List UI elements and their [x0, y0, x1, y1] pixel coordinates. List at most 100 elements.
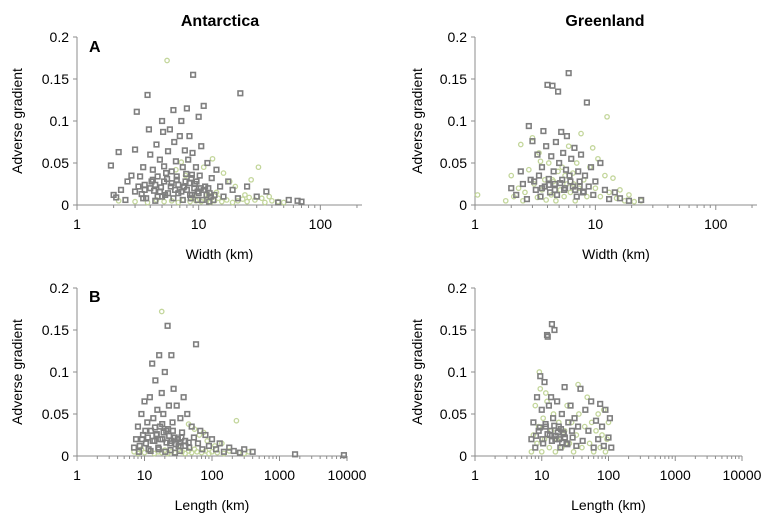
data-point-square	[567, 402, 574, 409]
data-point-square	[532, 432, 540, 439]
scatter-panel-b-left: 0 0.05 0.1 0.15 0.2 1 10 100 1000 10000 Length (km…	[9, 280, 367, 513]
data-point-circle	[255, 164, 262, 171]
data-point-square	[561, 185, 569, 192]
data-point-square	[557, 444, 564, 451]
data-point-square	[175, 181, 182, 188]
data-point-square	[164, 148, 172, 155]
data-point-square	[230, 447, 237, 455]
data-point-square	[508, 185, 515, 192]
data-point-square	[535, 172, 543, 179]
data-point-square	[534, 151, 541, 158]
data-point-square	[131, 146, 139, 153]
scatter-panel-b-right: 0 0.05 0.1 0.15 0.2 1 10 100 1000 10000 Length (km…	[409, 280, 762, 513]
data-point-square	[568, 427, 576, 434]
data-point-square	[163, 439, 170, 446]
data-point-square	[161, 178, 168, 185]
data-point-square	[178, 434, 185, 441]
data-point-circle	[537, 385, 544, 392]
data-point-circle	[631, 198, 638, 205]
data-point-square	[545, 175, 552, 183]
data-point-square	[117, 186, 125, 193]
y-tick-label: 0.1	[448, 113, 468, 129]
data-point-circle	[262, 199, 268, 206]
data-point-square	[588, 398, 595, 405]
y-tick-label: 0	[61, 448, 69, 464]
x-tick-label: 1000	[660, 467, 691, 483]
data-point-square	[553, 191, 561, 199]
x-tick-label: 10000	[328, 467, 367, 483]
data-point-square	[540, 127, 547, 135]
data-point-square	[220, 448, 227, 455]
data-point-square	[185, 156, 192, 163]
data-point-square	[538, 164, 546, 171]
panel-letter-a: A	[89, 39, 101, 56]
data-point-square	[173, 402, 180, 409]
y-tick-label: 0.15	[42, 322, 69, 338]
data-point-square	[529, 138, 536, 145]
data-point-square	[200, 102, 207, 109]
data-point-square	[538, 185, 546, 192]
data-point-square	[545, 181, 552, 188]
y-tick-label: 0.1	[50, 113, 70, 129]
data-point-square	[150, 415, 157, 422]
data-point-circle	[564, 402, 570, 409]
data-point-square	[141, 186, 148, 193]
data-point-square	[181, 147, 188, 154]
data-point-circle	[525, 166, 532, 173]
y-tick-label: 0	[459, 448, 467, 464]
x-tick-label: 100	[704, 216, 728, 232]
data-point-square	[192, 164, 200, 171]
data-point-square	[525, 122, 532, 130]
x-axis-title: Width (km)	[186, 246, 254, 262]
data-point-square	[124, 178, 131, 185]
data-point-square	[587, 164, 595, 171]
data-point-square	[140, 195, 147, 202]
data-point-square	[188, 171, 196, 178]
y-tick-label: 0.05	[440, 155, 467, 171]
data-point-square	[340, 452, 348, 459]
data-point-square	[576, 178, 583, 185]
series-grey-squares	[508, 70, 645, 204]
y-tick-label: 0	[459, 197, 467, 213]
data-point-square	[565, 419, 572, 426]
data-point-square	[554, 88, 562, 95]
data-point-square	[180, 394, 187, 401]
data-point-square	[141, 181, 148, 188]
data-point-square	[560, 149, 567, 157]
data-point-square	[548, 321, 556, 328]
data-point-square	[166, 126, 173, 133]
data-point-square	[141, 398, 148, 405]
data-point-square	[606, 415, 614, 422]
data-point-square	[577, 385, 584, 392]
data-point-square	[539, 436, 546, 443]
data-point-square	[581, 172, 589, 179]
data-point-square	[182, 178, 189, 185]
data-point-circle	[502, 197, 509, 204]
y-tick-label: 0.05	[42, 406, 69, 422]
data-point-square	[149, 166, 156, 173]
data-point-circle	[617, 187, 623, 193]
data-point-square	[579, 437, 586, 444]
data-point-square	[170, 195, 177, 202]
data-point-square	[243, 183, 251, 190]
data-point-square	[561, 384, 568, 391]
data-point-circle	[561, 193, 567, 200]
data-point-circle	[187, 198, 193, 205]
data-point-square	[533, 394, 541, 401]
data-point-square	[210, 196, 217, 204]
data-point-circle	[573, 160, 580, 166]
data-point-square	[194, 440, 202, 447]
data-point-square	[155, 446, 162, 453]
data-point-circle	[474, 192, 481, 198]
data-point-square	[165, 402, 173, 409]
data-point-circle	[158, 308, 165, 315]
data-point-square	[551, 186, 558, 193]
data-point-square	[107, 162, 115, 169]
y-tick-label: 0.1	[448, 364, 468, 380]
data-point-circle	[570, 448, 577, 455]
y-axis-title: Adverse gradient	[9, 68, 25, 174]
data-point-square	[226, 444, 233, 451]
data-point-square	[161, 163, 168, 170]
data-point-circle	[552, 448, 559, 455]
